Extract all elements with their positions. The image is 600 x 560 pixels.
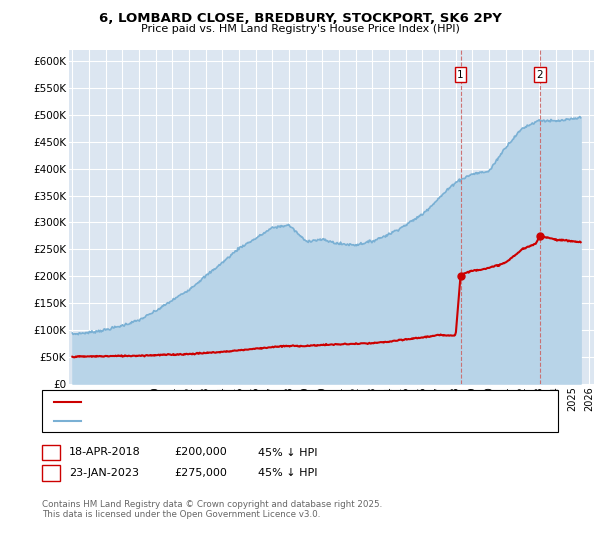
Text: 6, LOMBARD CLOSE, BREDBURY, STOCKPORT, SK6 2PY: 6, LOMBARD CLOSE, BREDBURY, STOCKPORT, S… — [98, 12, 502, 25]
Text: 1: 1 — [457, 69, 464, 80]
Text: 18-APR-2018: 18-APR-2018 — [69, 447, 141, 458]
Text: Price paid vs. HM Land Registry's House Price Index (HPI): Price paid vs. HM Land Registry's House … — [140, 24, 460, 34]
Text: 45% ↓ HPI: 45% ↓ HPI — [258, 447, 317, 458]
Text: 6, LOMBARD CLOSE, BREDBURY, STOCKPORT, SK6 2PY (detached house): 6, LOMBARD CLOSE, BREDBURY, STOCKPORT, S… — [87, 397, 465, 407]
Text: 2: 2 — [536, 69, 544, 80]
Text: 23-JAN-2023: 23-JAN-2023 — [69, 468, 139, 478]
Text: Contains HM Land Registry data © Crown copyright and database right 2025.
This d: Contains HM Land Registry data © Crown c… — [42, 500, 382, 519]
Text: 45% ↓ HPI: 45% ↓ HPI — [258, 468, 317, 478]
Text: 1: 1 — [47, 447, 55, 458]
Text: 2: 2 — [47, 468, 55, 478]
Text: £200,000: £200,000 — [174, 447, 227, 458]
Text: £275,000: £275,000 — [174, 468, 227, 478]
Text: HPI: Average price, detached house, Stockport: HPI: Average price, detached house, Stoc… — [87, 416, 331, 426]
